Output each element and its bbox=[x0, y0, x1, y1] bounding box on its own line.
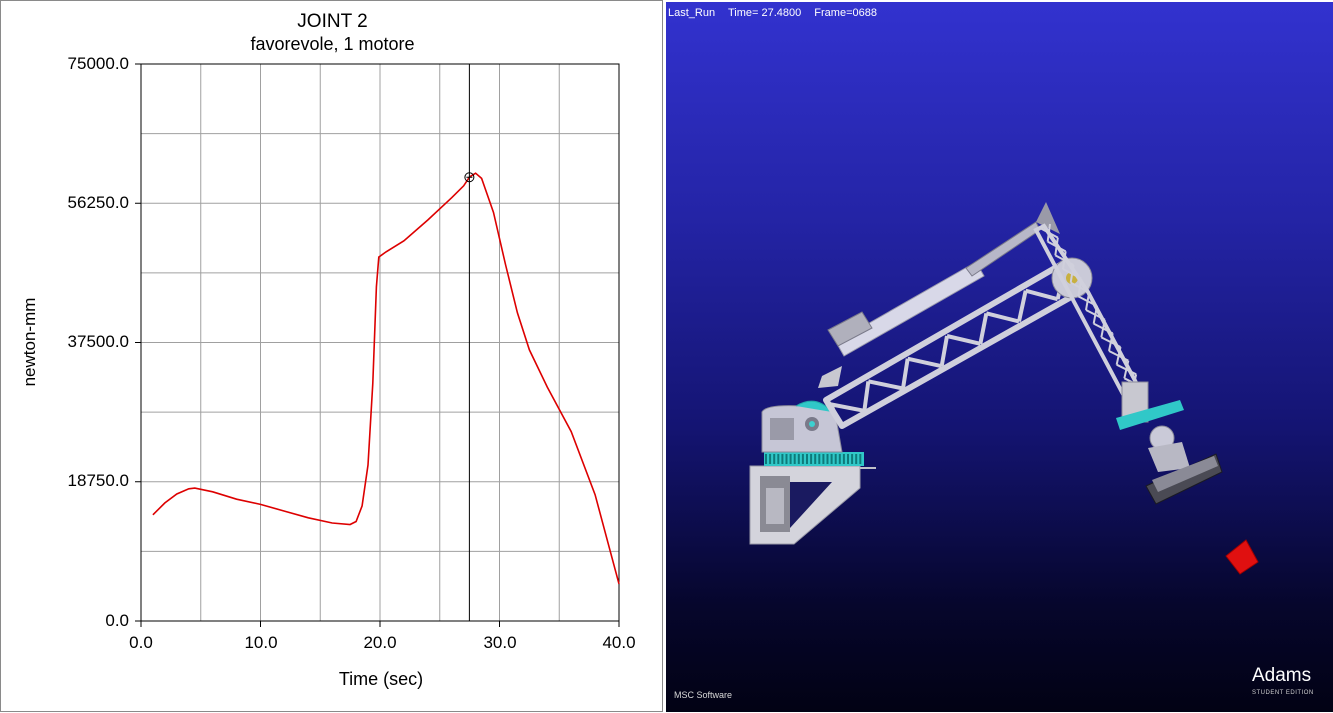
truss-member bbox=[939, 335, 949, 367]
run-name: Last_Run bbox=[668, 7, 716, 19]
series-line bbox=[152, 172, 620, 585]
student-edition-label: STUDENT EDITION bbox=[1252, 690, 1314, 696]
x-axis-label: Time (sec) bbox=[338, 669, 424, 689]
adams-logo: Adams bbox=[1252, 665, 1312, 686]
y-tick-label: 75000.0 bbox=[67, 54, 129, 73]
gear-tooth bbox=[765, 454, 767, 464]
grid-lines bbox=[141, 64, 619, 621]
truss-member bbox=[946, 334, 981, 346]
gear-tooth bbox=[822, 454, 825, 464]
gear-tooth bbox=[842, 454, 845, 464]
gear-tooth bbox=[851, 454, 854, 464]
wrist-assembly bbox=[1116, 381, 1223, 505]
time-readout: Time= 27.4800 bbox=[727, 7, 802, 19]
msc-software-logo: MSC Software bbox=[674, 690, 733, 700]
truss-member bbox=[978, 312, 989, 345]
gear-tooth bbox=[847, 454, 849, 464]
gear-tooth bbox=[797, 454, 800, 464]
truss-member bbox=[862, 381, 871, 412]
truss-member bbox=[1085, 292, 1091, 311]
gear-tooth bbox=[818, 454, 821, 464]
truss-member bbox=[1115, 346, 1122, 365]
y-axis-label: newton-mm bbox=[20, 297, 39, 387]
gear-tooth bbox=[773, 454, 776, 464]
truss-member bbox=[1100, 319, 1106, 338]
truss-member bbox=[1046, 223, 1051, 242]
gear-tooth bbox=[834, 454, 837, 464]
gear-tooth bbox=[810, 454, 813, 464]
time-cursor-marker bbox=[464, 172, 475, 183]
truss-member bbox=[907, 356, 943, 369]
gear-tooth bbox=[785, 454, 788, 464]
x-tick-label: 20.0 bbox=[363, 633, 397, 652]
gear-tooth bbox=[814, 454, 817, 464]
y-tick-label: 37500.0 bbox=[67, 332, 129, 351]
y-tick-label: 56250.0 bbox=[67, 193, 129, 212]
gear-tooth bbox=[826, 454, 829, 464]
y-tick-label: 0.0 bbox=[105, 611, 129, 630]
truss-member bbox=[828, 402, 865, 413]
x-tick-label: 40.0 bbox=[602, 633, 636, 652]
gear-tooth bbox=[777, 454, 780, 464]
target-marker bbox=[1225, 539, 1259, 575]
gear-tooth bbox=[838, 454, 841, 464]
truss-member bbox=[901, 358, 910, 389]
truss-member bbox=[867, 379, 904, 391]
truss-member bbox=[1108, 333, 1114, 352]
gear-tooth bbox=[769, 454, 772, 464]
run-status-bar: Last_Run Time= 27.4800 Frame=0688 bbox=[668, 7, 887, 19]
truss-member bbox=[1017, 290, 1028, 322]
truss-member bbox=[1092, 305, 1098, 324]
robot-model-view[interactable] bbox=[666, 2, 1333, 712]
gear-tooth bbox=[781, 454, 784, 464]
truss-member bbox=[1077, 278, 1083, 297]
truss-member bbox=[1025, 288, 1059, 302]
gear-tooth bbox=[806, 454, 808, 464]
y-tick-label: 18750.0 bbox=[67, 471, 129, 490]
truss-member bbox=[1062, 251, 1067, 270]
plot-panel[interactable]: JOINT 2 favorevole, 1 motore 75000.0 562… bbox=[0, 0, 663, 712]
base-gear bbox=[764, 452, 864, 466]
shoulder-housing bbox=[761, 400, 843, 453]
truss-member bbox=[985, 311, 1020, 324]
chart-title: JOINT 2 bbox=[297, 11, 368, 32]
truss-member bbox=[1123, 360, 1130, 379]
gear-tooth bbox=[830, 454, 833, 464]
x-tick-label: 30.0 bbox=[483, 633, 517, 652]
frame-readout: Frame=0688 bbox=[814, 7, 877, 19]
x-tick-label: 10.0 bbox=[244, 633, 278, 652]
gear-tooth bbox=[793, 454, 796, 464]
plot-canvas[interactable] bbox=[1, 1, 664, 713]
gear-tooth bbox=[859, 454, 862, 464]
base-frame bbox=[749, 465, 876, 545]
gear-tooth bbox=[789, 454, 792, 464]
x-tick-label: 0.0 bbox=[129, 633, 153, 652]
chart-subtitle: favorevole, 1 motore bbox=[250, 34, 415, 54]
truss-member bbox=[1054, 237, 1059, 256]
cursor-circle bbox=[464, 172, 475, 183]
gear-tooth bbox=[855, 454, 858, 464]
truss-member bbox=[1069, 264, 1075, 283]
hydraulic-cylinder bbox=[818, 221, 1041, 388]
plot-area-frame bbox=[140, 63, 620, 622]
axis-ticks bbox=[135, 63, 620, 627]
animation-viewport[interactable]: Last_Run Time= 27.4800 Frame=0688 MSC So… bbox=[666, 2, 1333, 712]
gear-tooth bbox=[801, 454, 804, 464]
